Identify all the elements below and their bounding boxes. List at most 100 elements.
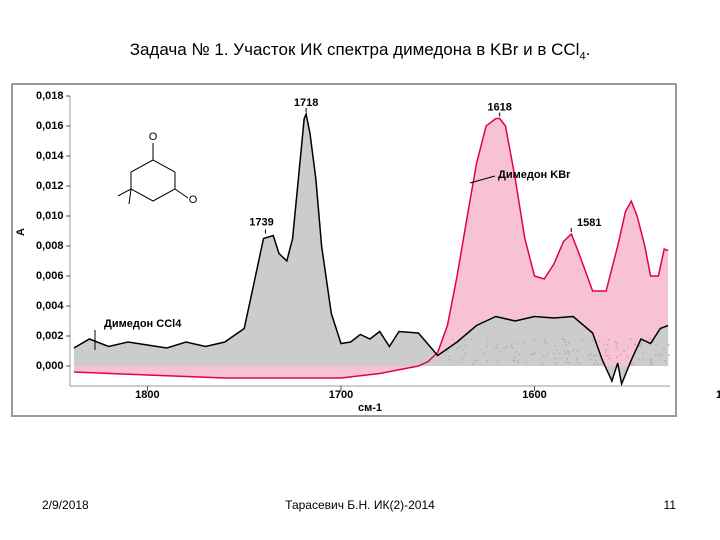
noise-dot [513,359,516,362]
noise-dot [516,341,518,343]
y-tick-label: 0,008 [36,240,64,252]
slide-title: Задача № 1. Участок ИК спектра димедона … [0,40,720,62]
noise-dot [620,353,622,356]
slide-title-subscript: 4 [579,50,586,63]
noise-dot [461,357,464,359]
noise-dot [576,350,578,353]
peak-label-1718: 1718 [294,97,318,109]
noise-dot [605,351,607,353]
series-label-kbr: Димедон KBr [498,169,571,181]
noise-dot [472,363,474,365]
y-tick-label: 0,000 [36,360,64,372]
noise-dot [545,356,547,359]
noise-dot [589,358,592,360]
noise-dot [590,353,592,355]
noise-dot [554,357,556,360]
noise-dot [616,356,618,358]
noise-dot [576,358,578,360]
noise-dot [650,358,652,360]
noise-dot [566,358,568,360]
noise-dot [579,363,581,365]
noise-dot [544,340,546,342]
noise-dot [643,357,645,360]
noise-dot [448,355,450,357]
noise-dot [655,354,657,357]
y-tick-label: 0,018 [36,90,64,102]
noise-dot [608,357,611,360]
series-kbr-line [73,117,669,379]
noise-dot [518,353,520,356]
series-label-ccl4: Димедон CCl4 [104,318,182,330]
noise-dot [650,362,653,364]
noise-dot [496,347,498,349]
noise-dot [650,359,652,362]
noise-dot [627,346,629,349]
noise-dot [499,351,502,353]
noise-dot [486,360,488,362]
series-ccl4-fill [73,114,669,384]
noise-dot [555,362,557,364]
noise-dot [640,345,642,347]
noise-dot [642,340,644,342]
structure-oxygen-top: O [149,131,158,143]
y-tick-label: 0,010 [36,210,64,222]
noise-dot [459,346,461,348]
noise-dot [576,361,578,363]
noise-dot [456,347,458,350]
noise-dot [451,338,454,341]
noise-dot [512,359,515,361]
noise-dot [642,352,644,354]
noise-dot [533,353,535,355]
noise-dot [510,344,513,347]
noise-dot [448,359,450,361]
noise-dot [607,354,610,357]
noise-dot [533,351,535,354]
noise-dot [605,348,608,351]
noise-dot [477,359,479,361]
noise-dot [572,349,574,352]
noise-dot [493,347,496,349]
series-kbr-fill [73,118,669,378]
noise-dot [497,360,499,362]
noise-dot [626,356,629,358]
noise-dot [664,360,666,362]
noise-dot [460,361,463,363]
noise-dot [559,353,561,355]
noise-dot [505,345,508,348]
footer-page-number: 11 [663,498,676,512]
series-kbr-leader [469,175,496,184]
noise-dot [639,345,641,347]
noise-dot [607,344,609,346]
slide-title-end: . [585,40,591,59]
noise-dot [486,345,488,347]
noise-dot [593,363,595,365]
noise-dot [658,353,661,355]
noise-dot [564,349,566,351]
dimedone-structure-icon: O O [117,131,198,206]
y-tick-label: 0,006 [36,270,64,282]
noise-dot [596,363,599,365]
y-tick-label: 0,016 [36,120,64,132]
noise-dot [663,348,665,350]
noise-dot [588,354,590,357]
noise-dot [599,340,601,342]
noise-dot [541,363,543,365]
noise-dot [561,338,563,340]
noise-dot [634,343,636,346]
noise-dot [565,361,567,364]
noise-dot [623,350,625,352]
noise-dot [567,354,570,356]
noise-dot [631,364,634,366]
noise-dot [630,363,633,365]
noise-dot [605,354,608,357]
noise-dot [614,341,616,343]
peak-label-1618: 1618 [487,102,511,114]
noise-dot [668,354,670,356]
peak-label-1581: 1581 [577,217,601,229]
noise-dot [565,352,567,354]
noise-dot [591,339,593,342]
noise-dot [651,363,653,365]
noise-dot [503,347,505,349]
noise-dot [470,338,472,341]
noise-dot [595,359,597,362]
